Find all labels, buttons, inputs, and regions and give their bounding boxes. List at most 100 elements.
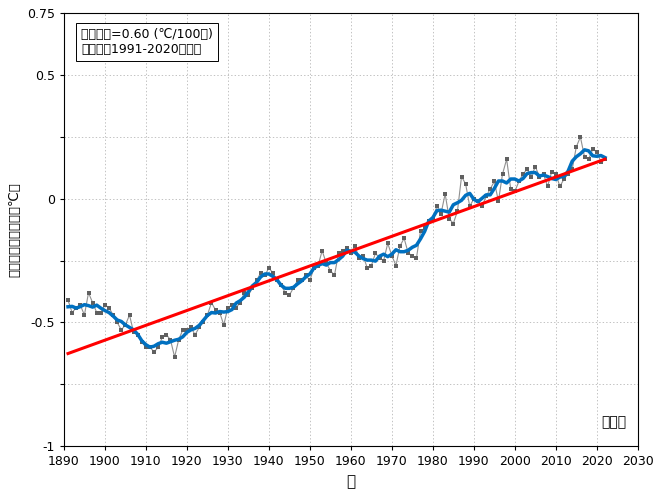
Point <box>211 306 221 314</box>
Point <box>469 195 479 203</box>
Point <box>260 271 270 279</box>
Point <box>243 291 254 299</box>
Point <box>292 276 303 284</box>
Point <box>592 148 602 156</box>
Point <box>218 321 229 329</box>
Point <box>132 331 143 339</box>
Point <box>198 319 209 327</box>
Point <box>169 353 180 361</box>
Point <box>267 269 278 277</box>
Point <box>505 185 516 193</box>
Point <box>600 155 610 163</box>
Point <box>546 167 557 175</box>
Point <box>477 202 487 210</box>
Point <box>456 172 467 180</box>
Point <box>305 276 315 284</box>
Point <box>321 259 332 267</box>
Point <box>530 163 541 170</box>
Point <box>325 266 336 274</box>
Point <box>493 197 504 205</box>
Point <box>206 299 216 307</box>
Point <box>481 192 491 200</box>
Y-axis label: 海面水温の平年差（℃）: 海面水温の平年差（℃） <box>9 182 21 277</box>
Point <box>567 165 577 173</box>
Point <box>149 348 160 356</box>
Point <box>346 249 356 257</box>
Text: トレンド=0.60 (℃/100年)
平年値：1991-2020年平均: トレンド=0.60 (℃/100年) 平年値：1991-2020年平均 <box>81 28 213 57</box>
Point <box>247 284 258 292</box>
Point <box>501 155 512 163</box>
Point <box>514 177 524 185</box>
Point <box>301 271 311 279</box>
Point <box>387 251 397 259</box>
Point <box>460 180 471 188</box>
Point <box>120 321 130 329</box>
Point <box>362 264 373 272</box>
Point <box>63 296 73 304</box>
Point <box>161 331 171 339</box>
Point <box>354 254 364 262</box>
Point <box>71 304 81 312</box>
Point <box>395 242 405 250</box>
Point <box>452 207 463 215</box>
Point <box>399 235 409 243</box>
Point <box>428 215 438 223</box>
Point <box>370 249 381 257</box>
Point <box>534 172 545 180</box>
Point <box>403 249 414 257</box>
Point <box>391 261 401 269</box>
Point <box>510 187 520 195</box>
Point <box>190 331 201 339</box>
Point <box>67 309 77 317</box>
Point <box>181 326 192 334</box>
Point <box>465 202 475 210</box>
Point <box>379 256 389 264</box>
Point <box>235 299 246 307</box>
Point <box>350 242 360 250</box>
Point <box>596 158 606 166</box>
Point <box>526 172 536 180</box>
Point <box>411 254 422 262</box>
Point <box>263 264 274 272</box>
Point <box>571 143 582 151</box>
Point <box>489 177 500 185</box>
Point <box>563 170 573 178</box>
Point <box>333 249 344 257</box>
Point <box>338 247 348 254</box>
Point <box>166 336 176 344</box>
Point <box>497 170 508 178</box>
Point <box>587 145 598 153</box>
Point <box>518 170 528 178</box>
Point <box>173 336 184 344</box>
Point <box>419 225 430 233</box>
Point <box>329 271 340 279</box>
Point <box>424 217 434 225</box>
Point <box>288 284 299 292</box>
Point <box>358 251 369 259</box>
Point <box>308 264 319 272</box>
Point <box>297 276 307 284</box>
Point <box>551 170 561 178</box>
Point <box>222 304 233 312</box>
Point <box>153 343 164 351</box>
Point <box>374 254 385 262</box>
Point <box>252 276 262 284</box>
Point <box>272 276 283 284</box>
Point <box>280 289 291 297</box>
Point <box>177 326 188 334</box>
Point <box>583 155 594 163</box>
Point <box>559 175 569 183</box>
Point <box>214 309 225 317</box>
Point <box>136 338 147 346</box>
Point <box>579 153 590 161</box>
Point <box>226 301 237 309</box>
Point <box>239 289 250 297</box>
Point <box>485 185 496 193</box>
Point <box>436 210 446 218</box>
Point <box>87 299 98 307</box>
Point <box>473 197 483 205</box>
Point <box>186 324 197 331</box>
Point <box>231 304 242 312</box>
Point <box>75 301 85 309</box>
Point <box>444 215 455 223</box>
